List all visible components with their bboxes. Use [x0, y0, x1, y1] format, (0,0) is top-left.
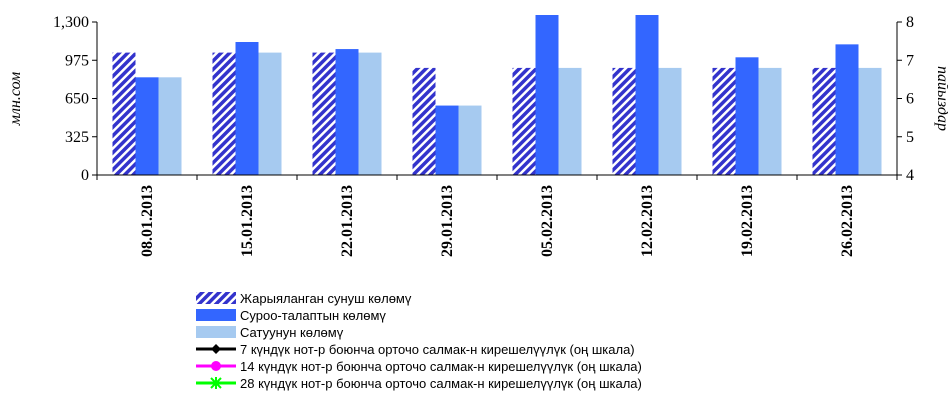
bar-1-29.01.2013 — [412, 67, 436, 175]
legend-swatch-3 — [196, 326, 236, 338]
y-right-tick-label: 4 — [906, 167, 914, 184]
x-tick-label: 15.01.2013 — [239, 185, 256, 257]
bar-1-22.01.2013 — [312, 52, 336, 175]
bar-3-19.02.2013 — [758, 67, 782, 175]
y-right-tick-label: 6 — [906, 91, 914, 108]
x-tick-label: 12.02.2013 — [639, 185, 656, 257]
y-axis-left-title: млн.сом — [7, 72, 24, 126]
bar-3-05.02.2013 — [558, 67, 582, 175]
legend-label-3: Сатуунун көлөмү — [240, 325, 344, 340]
x-tick-label: 08.01.2013 — [139, 185, 156, 257]
bar-3-29.01.2013 — [458, 105, 482, 175]
bar-2-29.01.2013 — [435, 105, 459, 175]
legend-label-line-1: 7 күндүк нот-р боюнча орточо салмак-н ки… — [240, 342, 635, 357]
y-left-tick-label: 975 — [65, 52, 89, 69]
y-left-tick-label: 0 — [81, 167, 89, 184]
bar-2-12.02.2013 — [635, 15, 659, 175]
legend-label-line-2: 14 күндүк нот-р боюнча орточо салмак-н к… — [240, 359, 642, 374]
bar-3-12.02.2013 — [658, 67, 682, 175]
y-left-tick-label: 650 — [65, 91, 89, 108]
bar-2-15.01.2013 — [235, 42, 259, 175]
bar-1-12.02.2013 — [612, 67, 636, 175]
bar-1-26.02.2013 — [812, 67, 836, 175]
y-left-tick-label: 1,300 — [53, 14, 89, 31]
bar-2-19.02.2013 — [735, 57, 759, 175]
bar-1-05.02.2013 — [512, 67, 536, 175]
legend-swatch-1 — [196, 292, 236, 304]
bar-2-26.02.2013 — [835, 44, 859, 175]
x-tick-label: 05.02.2013 — [539, 185, 556, 257]
legend-label-2: Суроо-талаптын көлөмү — [240, 308, 386, 323]
bar-3-22.01.2013 — [358, 52, 382, 175]
bar-2-08.01.2013 — [135, 77, 159, 175]
x-tick-label: 29.01.2013 — [439, 185, 456, 257]
bar-3-15.01.2013 — [258, 52, 282, 175]
x-tick-label: 19.02.2013 — [739, 185, 756, 257]
y-left-tick-label: 325 — [65, 129, 89, 146]
legend-label-1: Жарыяланган сунуш көлөмү — [240, 291, 412, 306]
bar-1-15.01.2013 — [212, 52, 236, 175]
legend-label-line-3: 28 күндүк нот-р боюнча орточо салмак-н к… — [240, 376, 642, 391]
bar-1-19.02.2013 — [712, 67, 736, 175]
legend-swatch-2 — [196, 309, 236, 321]
y-right-tick-label: 7 — [906, 52, 914, 69]
x-tick-label: 26.02.2013 — [839, 185, 856, 257]
bar-3-26.02.2013 — [858, 67, 882, 175]
bar-2-05.02.2013 — [535, 15, 559, 175]
x-tick-label: 22.01.2013 — [339, 185, 356, 257]
bar-3-08.01.2013 — [158, 77, 182, 175]
y-axis-right-title: пайыздар — [934, 66, 948, 131]
legend-marker-diamond — [211, 344, 221, 354]
legend-marker-circle — [211, 361, 221, 371]
legend: Жарыяланган сунуш көлөмү Суроо-талаптын к… — [196, 291, 642, 391]
plot-area — [112, 15, 882, 175]
y-right-tick-label: 5 — [906, 129, 914, 146]
bar-1-08.01.2013 — [112, 52, 136, 175]
y-right-tick-label: 8 — [906, 14, 914, 31]
axes: 0 325 650 975 1,300 4 5 6 7 8 08.01.2013 15.01.2013… — [7, 14, 948, 257]
bar-2-22.01.2013 — [335, 49, 359, 175]
